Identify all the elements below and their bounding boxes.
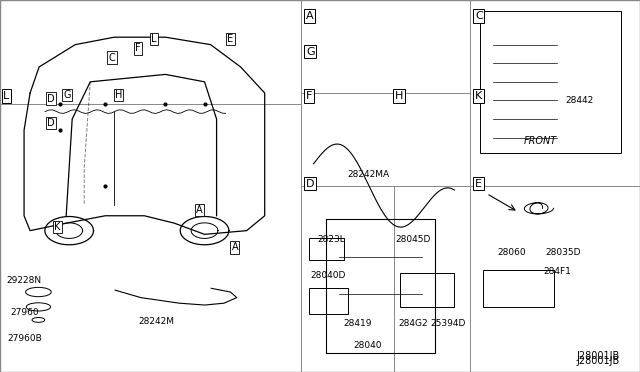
Bar [480, 11, 621, 153]
Bar [309, 288, 348, 314]
Text: H: H [115, 90, 122, 100]
Text: 27960B: 27960B [7, 334, 42, 343]
Text: D: D [47, 94, 55, 103]
Text: K: K [54, 222, 61, 232]
Text: G: G [306, 46, 314, 57]
Text: L: L [151, 34, 156, 44]
Text: FRONT: FRONT [524, 137, 557, 146]
Text: 28045D: 28045D [395, 235, 431, 244]
Text: 2823L: 2823L [317, 235, 345, 244]
Text: A: A [306, 11, 314, 21]
Text: 27960: 27960 [10, 308, 38, 317]
Text: 29228N: 29228N [7, 276, 42, 285]
Bar [400, 273, 454, 307]
Text: 284F1: 284F1 [543, 267, 571, 276]
Text: D: D [306, 179, 314, 189]
Text: 28419: 28419 [343, 319, 371, 328]
Bar [483, 270, 554, 307]
Text: 28035D: 28035D [545, 248, 581, 257]
Text: E: E [475, 179, 482, 189]
Text: J28001JB: J28001JB [577, 351, 620, 361]
Text: C: C [475, 11, 483, 21]
Text: K: K [475, 91, 482, 101]
Text: 28040D: 28040D [310, 271, 346, 280]
Text: 28060: 28060 [498, 248, 526, 257]
Text: L: L [3, 91, 10, 101]
Text: F: F [306, 91, 312, 101]
Text: 28442: 28442 [565, 96, 593, 105]
Bar [309, 238, 344, 260]
Text: 25394D: 25394D [430, 319, 466, 328]
Text: G: G [63, 90, 71, 100]
Text: E: E [227, 34, 234, 44]
Text: 284G2: 284G2 [398, 319, 428, 328]
Text: 28242M: 28242M [139, 317, 175, 326]
Text: 28242MA: 28242MA [347, 170, 389, 179]
Text: A: A [196, 205, 203, 215]
Text: A: A [232, 243, 238, 252]
Text: 28040: 28040 [354, 341, 382, 350]
Text: H: H [395, 91, 403, 101]
Text: F: F [135, 44, 140, 53]
Text: J28001JB: J28001JB [577, 356, 620, 366]
Text: D: D [47, 118, 55, 128]
Text: C: C [109, 53, 115, 62]
